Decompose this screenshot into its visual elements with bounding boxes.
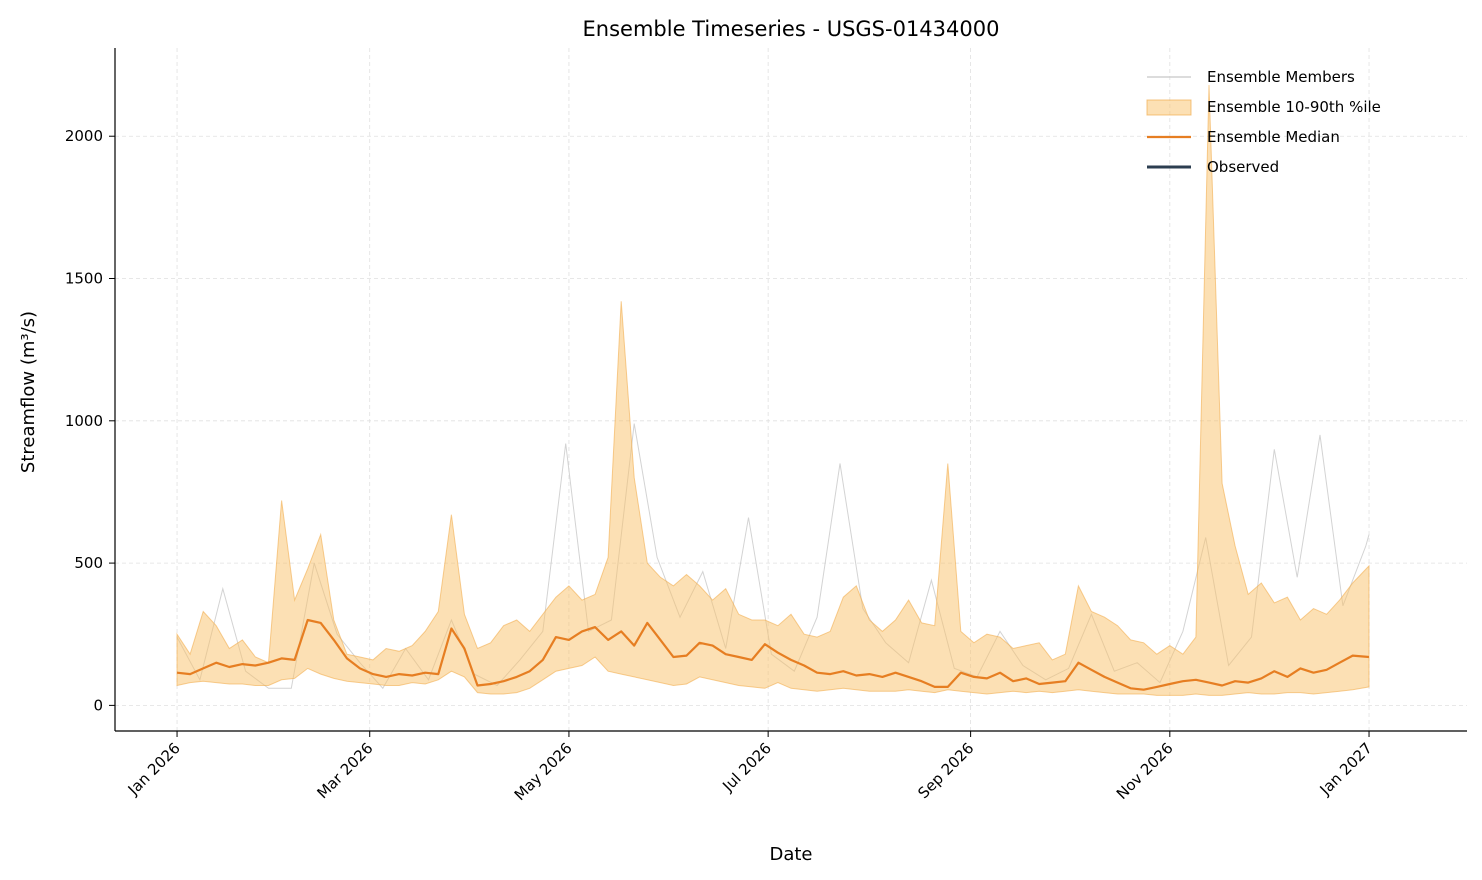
x-tick-label: Mar 2026 xyxy=(313,739,376,802)
tick-labels: 0 500 1000 1500 2000 Jan 2026 Mar 2026 May 2026… xyxy=(65,127,1376,804)
x-tick-label: Nov 2026 xyxy=(1113,739,1177,803)
legend-label-observed: Observed xyxy=(1207,158,1279,176)
ensemble-median-line xyxy=(176,618,1370,691)
legend-label-members: Ensemble Members xyxy=(1207,68,1355,86)
legend: Ensemble Members Ensemble 10-90th %ile Ens… xyxy=(1146,68,1381,176)
y-tick-label: 1500 xyxy=(65,270,103,288)
legend-label-band: Ensemble 10-90th %ile xyxy=(1207,98,1381,116)
percentile-band-area xyxy=(176,84,1370,696)
x-axis-label: Date xyxy=(769,844,812,865)
ensemble-median xyxy=(176,618,1370,691)
y-tick-label: 1000 xyxy=(65,412,103,430)
legend-item: Ensemble 10-90th %ile xyxy=(1146,98,1381,116)
legend-item: Ensemble Members xyxy=(1147,68,1355,86)
chart-title: Ensemble Timeseries - USGS-01434000 xyxy=(583,17,1000,41)
legend-label-median: Ensemble Median xyxy=(1207,128,1340,146)
x-tick-label: Jan 2027 xyxy=(1316,739,1376,799)
y-tick-label: 500 xyxy=(74,554,103,572)
y-tick-label: 2000 xyxy=(65,127,103,145)
x-tick-label: May 2026 xyxy=(511,739,576,804)
x-tick-label: Jan 2026 xyxy=(124,739,184,799)
x-tick-label: Jul 2026 xyxy=(718,739,775,796)
legend-item: Ensemble Median xyxy=(1147,128,1340,146)
x-tick-label: Sep 2026 xyxy=(914,739,977,802)
legend-swatch-band xyxy=(1146,99,1192,116)
y-axis-label: Streamflow (m³/s) xyxy=(18,311,39,473)
y-tick-label: 0 xyxy=(93,696,103,714)
legend-item: Observed xyxy=(1147,158,1279,176)
percentile-band xyxy=(176,84,1370,696)
axes xyxy=(114,48,1467,732)
